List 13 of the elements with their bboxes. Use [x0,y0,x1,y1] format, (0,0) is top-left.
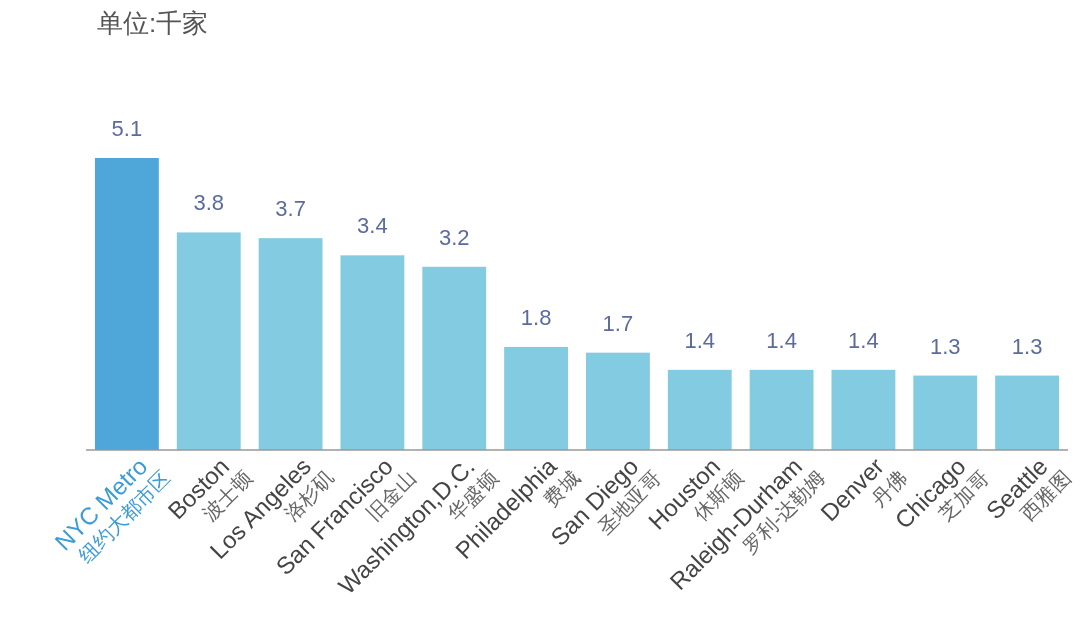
data-label: 3.8 [193,190,225,216]
title: 单位:千家 [97,8,209,38]
data-label: 3.4 [357,213,388,239]
data-label: 1.7 [602,310,634,336]
data-label: 1.3 [929,333,961,359]
data-label: 1.3 [1011,333,1043,359]
data-label: 1.4 [848,327,879,353]
data-label: 3.2 [438,224,470,250]
data-label: 1.4 [684,327,716,353]
data-label: 5.1 [111,116,143,141]
data-label: 3.7 [275,196,306,222]
data-label: 1.8 [520,304,552,330]
data-label: 1.4 [766,327,797,353]
